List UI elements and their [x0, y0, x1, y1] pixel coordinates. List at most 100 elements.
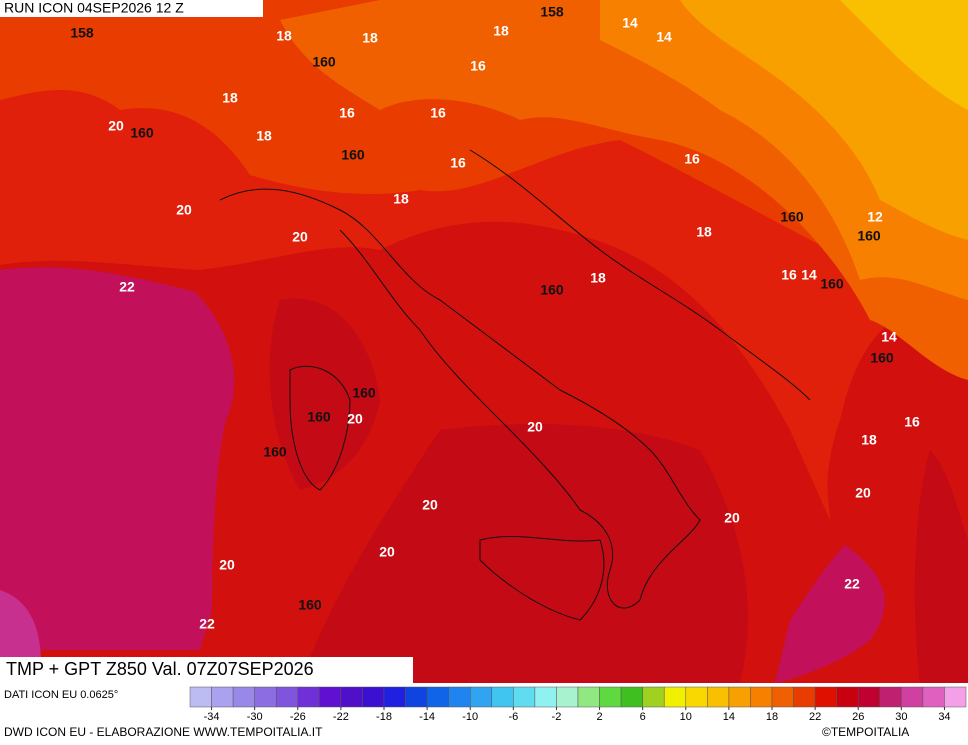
contour-label: 160 [540, 282, 564, 298]
contour-label: 20 [347, 411, 363, 427]
contour-label: 14 [801, 267, 817, 283]
contour-label: 160 [263, 444, 287, 460]
legend-swatch [513, 686, 536, 708]
contour-label: 20 [855, 485, 871, 501]
contour-label: 20 [379, 544, 395, 560]
legend-swatch [340, 686, 363, 708]
title-box [0, 657, 413, 684]
legend-swatch [663, 686, 687, 708]
contour-label: 22 [119, 279, 135, 295]
legend-swatch [728, 686, 751, 708]
credit-label: DWD ICON EU - ELABORAZIONE WWW.TEMPOITAL… [4, 725, 323, 739]
legend-swatch [189, 686, 212, 708]
legend-tick-label: 10 [680, 711, 692, 723]
legend-swatch [297, 686, 320, 708]
map-field [0, 0, 968, 683]
legend-swatch [685, 686, 708, 708]
legend-swatch [426, 686, 449, 708]
legend-tick-label: -10 [462, 711, 478, 723]
contour-label: 14 [622, 15, 638, 31]
legend-swatch [707, 686, 730, 708]
contour-label: 160 [870, 350, 894, 366]
contour-label: 20 [422, 497, 438, 513]
legend-tick-label: -18 [376, 711, 392, 723]
legend-swatch [750, 686, 773, 708]
contour-label: 160 [341, 147, 365, 163]
header-box [0, 0, 263, 17]
contour-label: 20 [292, 229, 308, 245]
contour-label: 18 [362, 30, 378, 46]
color-legend: -34 -30 -26 -22 -18 -14 -10 -6 -2 2 6 10 14 18 22 26 30 3… [189, 686, 967, 723]
legend-swatch [814, 686, 837, 708]
legend-swatch [642, 686, 665, 708]
legend-swatch [556, 686, 579, 708]
legend-swatch [793, 686, 816, 708]
contour-label: 18 [393, 191, 409, 207]
legend-swatch [491, 686, 514, 708]
contour-label: 160 [312, 54, 336, 70]
legend-swatch [469, 686, 493, 708]
legend-swatch [901, 686, 924, 708]
contour-label: 16 [904, 414, 920, 430]
contour-label: 16 [781, 267, 797, 283]
legend-swatch [319, 686, 342, 708]
legend-swatch [599, 686, 622, 708]
contour-label: 18 [590, 270, 606, 286]
map-title: TMP + GPT Z850 Val. 07Z07SEP2026 [6, 659, 314, 679]
contour-label: 16 [470, 58, 486, 74]
legend-swatch [922, 686, 945, 708]
contour-label: 18 [493, 23, 509, 39]
legend-swatch [405, 686, 428, 708]
legend-swatch [534, 686, 557, 708]
legend-swatch [232, 686, 255, 708]
legend-tick-label: 6 [640, 711, 646, 723]
contour-label: 16 [430, 105, 446, 121]
legend-tick-label: 34 [938, 711, 950, 723]
contour-label: 160 [130, 125, 154, 141]
contour-label: 14 [881, 329, 897, 345]
legend-tick-label: 22 [809, 711, 821, 723]
legend-swatch [577, 686, 600, 708]
legend-swatch [771, 686, 794, 708]
contour-label: 14 [656, 29, 672, 45]
legend-tick-label: 2 [596, 711, 602, 723]
contour-label: 20 [219, 557, 235, 573]
coastlines [219, 149, 811, 621]
legend-swatch [275, 686, 299, 708]
contour-label: 160 [857, 228, 881, 244]
legend-swatch [944, 686, 967, 708]
contour-label: 20 [176, 202, 192, 218]
run-label: RUN ICON 04SEP2026 12 Z [4, 0, 184, 16]
legend-tick-label: -2 [552, 711, 562, 723]
contour-label: 160 [352, 385, 376, 401]
contour-label: 16 [339, 105, 355, 121]
legend-swatch [836, 686, 859, 708]
legend-tick-label: -30 [247, 711, 263, 723]
legend-swatch [383, 686, 406, 708]
contour-label: 160 [820, 276, 844, 292]
legend-tick-label: -34 [204, 711, 220, 723]
contour-label: 158 [70, 25, 94, 41]
legend-swatch [254, 686, 277, 708]
contour-label: 18 [222, 90, 238, 106]
contour-label: 16 [450, 155, 466, 171]
contour-label: 18 [861, 432, 877, 448]
legend-swatch [857, 686, 881, 708]
legend-swatch [211, 686, 234, 708]
contour-label: 160 [307, 409, 331, 425]
contour-label: 22 [844, 576, 860, 592]
contour-label: 18 [256, 128, 272, 144]
legend-swatch [448, 686, 471, 708]
legend-swatch [362, 686, 385, 708]
legend-tick-label: 30 [895, 711, 907, 723]
contour-label: 20 [527, 419, 543, 435]
contour-label: 18 [696, 224, 712, 240]
legend-swatch [620, 686, 643, 708]
contour-label: 20 [108, 118, 124, 134]
contour-label: 12 [867, 209, 883, 225]
legend-tick-label: -14 [419, 711, 435, 723]
legend-swatch [879, 686, 902, 708]
contour-label: 22 [199, 616, 215, 632]
